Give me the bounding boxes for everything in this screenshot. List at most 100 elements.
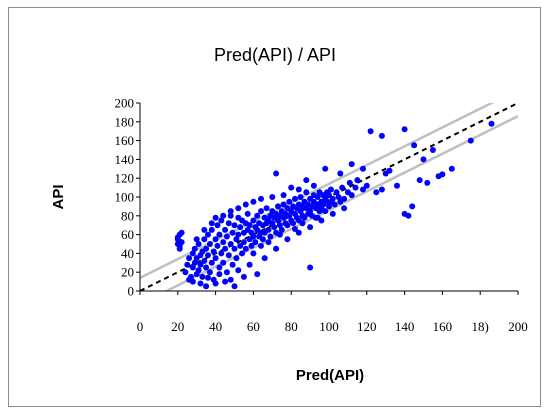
data-point <box>231 222 238 229</box>
data-point <box>223 233 230 240</box>
data-point <box>235 231 242 238</box>
data-point <box>278 226 285 233</box>
data-point <box>246 261 253 268</box>
data-point <box>222 278 229 285</box>
data-point <box>233 255 240 262</box>
data-point <box>295 229 302 236</box>
data-point <box>261 255 268 262</box>
data-point <box>174 234 181 241</box>
data-point <box>352 184 359 191</box>
data-point <box>197 261 204 268</box>
x-tick-label: 200 <box>508 319 528 334</box>
data-point <box>258 195 264 202</box>
data-point <box>254 271 261 278</box>
data-point <box>227 241 234 247</box>
data-point <box>250 198 257 205</box>
data-point <box>208 220 215 227</box>
data-point <box>258 208 264 215</box>
data-point <box>307 208 314 215</box>
y-tick-label: 60 <box>121 227 134 242</box>
y-axis-title: API <box>50 184 67 209</box>
data-point <box>218 217 225 224</box>
data-point <box>259 236 266 243</box>
data-point <box>394 182 400 189</box>
data-point <box>378 186 385 193</box>
data-point <box>231 245 238 252</box>
data-point <box>178 229 185 236</box>
data-point <box>269 194 276 200</box>
data-point <box>401 126 408 133</box>
data-point <box>360 186 366 193</box>
x-tick-label: 18) <box>472 319 489 334</box>
data-point <box>233 236 240 243</box>
data-point <box>292 226 298 232</box>
data-point <box>216 264 223 271</box>
y-tick-labels: 0 20 40 60 80 100 120 140 160 180 200 <box>115 96 140 299</box>
data-point <box>326 203 332 210</box>
plot-area <box>139 103 518 292</box>
data-point <box>429 147 436 153</box>
data-point <box>218 250 225 257</box>
y-tick-label: 140 <box>115 152 135 167</box>
data-point <box>284 222 291 229</box>
data-point <box>212 255 219 262</box>
data-point <box>346 179 353 186</box>
x-tick-label: 140 <box>395 319 415 334</box>
data-point <box>303 189 310 196</box>
data-point <box>303 177 310 184</box>
data-point <box>193 236 200 243</box>
data-point <box>191 259 198 266</box>
x-tick-label: 60 <box>247 319 260 334</box>
data-point <box>199 273 206 280</box>
data-point <box>286 198 293 205</box>
data-point <box>276 231 283 238</box>
data-point <box>220 239 227 246</box>
y-tick-label: 200 <box>115 96 135 111</box>
data-point <box>195 241 202 247</box>
data-point <box>240 273 247 280</box>
data-point <box>250 233 257 240</box>
data-point <box>208 226 215 233</box>
chart-frame <box>8 7 541 407</box>
data-point <box>203 283 210 290</box>
data-point <box>297 194 304 200</box>
data-point <box>182 269 189 276</box>
y-tick-label: 180 <box>115 114 135 129</box>
y-tick-label: 120 <box>115 171 135 186</box>
data-point <box>280 201 287 208</box>
data-point <box>237 224 244 231</box>
data-point <box>348 192 355 199</box>
data-point <box>248 242 255 249</box>
data-point <box>189 250 196 257</box>
data-point <box>286 212 293 219</box>
data-point <box>314 194 321 200</box>
data-point <box>265 239 272 246</box>
data-point <box>242 201 249 208</box>
data-point <box>299 220 306 227</box>
data-point <box>214 222 221 229</box>
data-point <box>250 217 257 224</box>
data-point <box>265 226 272 233</box>
data-point <box>254 212 261 219</box>
data-point <box>208 259 215 266</box>
data-point <box>227 208 234 215</box>
data-point <box>246 222 253 229</box>
data-point <box>337 170 344 177</box>
x-tick-label: 100 <box>319 319 339 334</box>
data-point <box>229 261 236 268</box>
data-point <box>360 165 366 172</box>
data-point <box>242 245 249 252</box>
data-point <box>284 236 291 243</box>
data-point <box>186 276 193 283</box>
x-tick-label: 160 <box>433 319 453 334</box>
data-point <box>212 280 219 287</box>
data-point <box>280 192 287 199</box>
data-point <box>178 239 185 246</box>
data-point <box>191 245 198 252</box>
data-point <box>326 192 332 199</box>
data-point <box>206 241 213 247</box>
data-point <box>448 165 455 172</box>
data-point <box>331 201 338 208</box>
data-point <box>225 252 232 259</box>
data-point <box>335 194 342 200</box>
